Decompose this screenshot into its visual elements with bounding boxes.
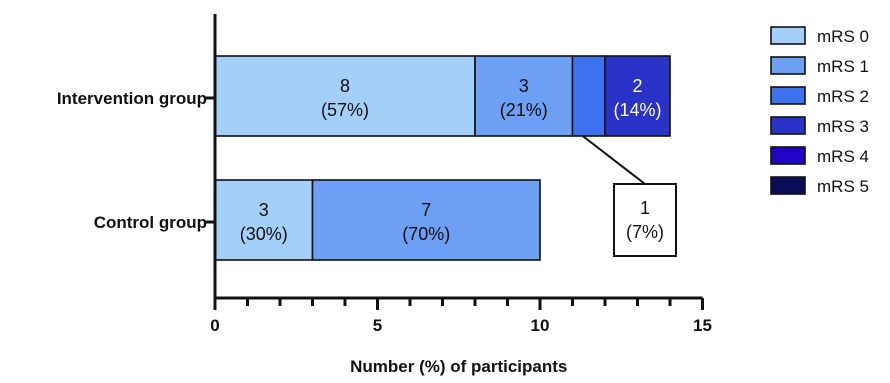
callout-box xyxy=(613,183,677,257)
bar-intervention-group-mrs-3 xyxy=(604,55,671,137)
callout-label: 1 (7%) xyxy=(626,198,664,242)
callout-leader-line xyxy=(582,135,646,185)
legend-label-mrs-0: mRS 0 xyxy=(817,27,869,46)
bar-intervention-group-mrs-0 xyxy=(214,55,476,137)
bar-intervention-group-mrs-2 xyxy=(571,55,606,137)
x-axis-title: Number (%) of participants xyxy=(350,357,567,376)
x-tick-label: 10 xyxy=(531,316,550,335)
x-tick-label: 0 xyxy=(210,316,219,335)
x-tick-label: 5 xyxy=(373,316,382,335)
legend-label-mrs-1: mRS 1 xyxy=(817,57,869,76)
legend-swatch-mrs-0 xyxy=(770,26,806,45)
bar-control-group-mrs-1 xyxy=(311,179,541,261)
data-label-intervention-group-mrs-3: 2 (14%) xyxy=(613,76,661,120)
legend-swatch-mrs-4 xyxy=(770,146,806,165)
x-tick-label: 15 xyxy=(693,316,712,335)
legend-label-mrs-3: mRS 3 xyxy=(817,117,869,136)
legend-swatch-mrs-5 xyxy=(770,176,806,195)
bar-intervention-group-mrs-1 xyxy=(474,55,574,137)
data-label-intervention-group-mrs-0: 8 (57%) xyxy=(321,76,369,120)
legend-swatch-mrs-1 xyxy=(770,56,806,75)
legend-swatch-mrs-2 xyxy=(770,86,806,105)
category-label-intervention-group: Intervention group xyxy=(57,89,207,108)
legend-label-mrs-2: mRS 2 xyxy=(817,87,869,106)
data-label-control-group-mrs-1: 7 (70%) xyxy=(402,200,450,244)
legend-swatch-mrs-3 xyxy=(770,116,806,135)
data-label-control-group-mrs-0: 3 (30%) xyxy=(240,200,288,244)
category-label-control-group: Control group xyxy=(94,213,207,232)
data-label-intervention-group-mrs-1: 3 (21%) xyxy=(500,76,548,120)
legend-label-mrs-4: mRS 4 xyxy=(817,147,869,166)
legend-label-mrs-5: mRS 5 xyxy=(817,177,869,196)
bar-control-group-mrs-0 xyxy=(214,179,314,261)
